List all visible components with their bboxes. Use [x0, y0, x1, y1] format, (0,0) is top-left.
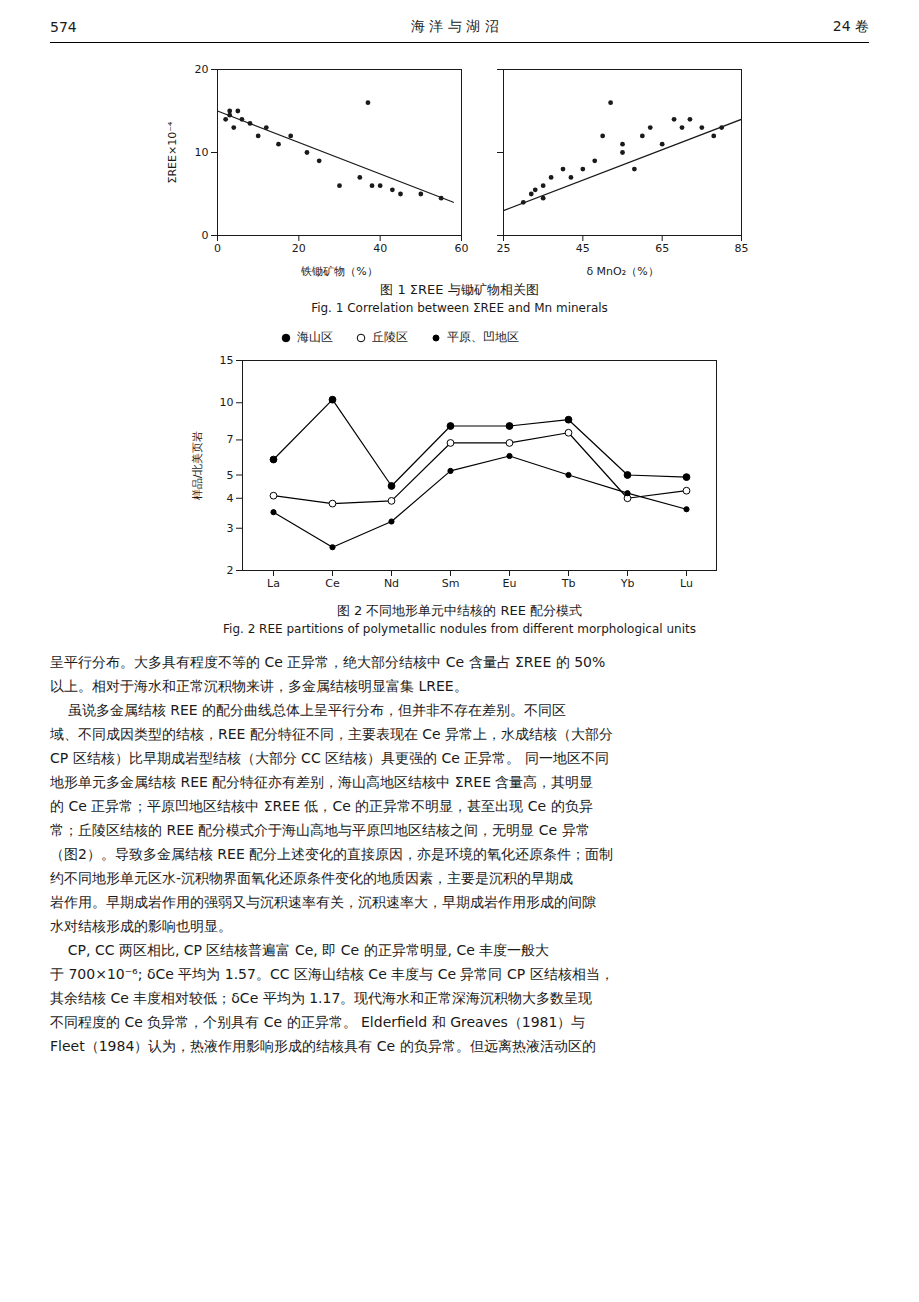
html-text:图 1 ΣREE 与锄矿物相关图: 图 1 ΣREE 与锄矿物相关图 — [380, 282, 539, 297]
svg-text:Eu: Eu — [502, 577, 516, 590]
html-text:海 洋 与 湖 沼: 海 洋 与 湖 沼 — [410, 18, 499, 34]
html-text:平原、凹地区: 平原、凹地区 — [447, 330, 519, 344]
svg-text:4: 4 — [226, 492, 233, 505]
svg-text:20: 20 — [291, 242, 305, 255]
html-text:以上。相对于海水和正常沉积物来讲，多金属结核明显富集 LRE: 以上。相对于海水和正常沉积物来讲，多金属结核明显富集 LREE。 — [50, 678, 468, 694]
html-text:Fig. 1 Correlation between ΣRE: Fig. 1 Correlation between ΣREE and Mn m… — [311, 301, 608, 315]
svg-text:0: 0 — [214, 242, 221, 255]
html-text:于 700×10⁻⁶; δCe 平均为 1.57。CC 区海: 于 700×10⁻⁶; δCe 平均为 1.57。CC 区海山结核 Ce 丰度与… — [50, 966, 614, 982]
svg-text:85: 85 — [734, 242, 748, 255]
svg-text:15: 15 — [219, 354, 233, 367]
svg-text:2: 2 — [226, 564, 233, 577]
html-text:574: 574 — [50, 19, 77, 35]
svg-text:Ce: Ce — [325, 577, 340, 590]
svg-text:Nd: Nd — [383, 577, 398, 590]
svg-text:ΣREE×10⁻⁴: ΣREE×10⁻⁴ — [166, 121, 179, 184]
html-text:地形单元多金属结核 REE 配分特征亦有差别，海山高地区结核: 地形单元多金属结核 REE 配分特征亦有差别，海山高地区结核中 ΣREE 含量高… — [50, 774, 594, 790]
svg-text:Yb: Yb — [619, 577, 634, 590]
svg-text:25: 25 — [496, 242, 510, 255]
html-text:其余结核 Ce 丰度相对较低；δCe 平均为 1.17。现代: 其余结核 Ce 丰度相对较低；δCe 平均为 1.17。现代海水和正常深海沉积物… — [50, 990, 593, 1006]
svg-text:3: 3 — [226, 522, 233, 535]
html-text:域、不同成因类型的结核，REE 配分特征不同，主要表现在 C: 域、不同成因类型的结核，REE 配分特征不同，主要表现在 Ce 异常上，水成结核… — [50, 726, 614, 742]
svg-text:La: La — [267, 577, 280, 590]
svg-text:10: 10 — [219, 396, 233, 409]
svg-text:0: 0 — [201, 229, 208, 242]
svg-text:Lu: Lu — [680, 577, 693, 590]
html-text:（图2）。导致多金属结核 REE 配分上述变化的直接原因，亦: （图2）。导致多金属结核 REE 配分上述变化的直接原因，亦是环境的氧化还原条件… — [50, 846, 614, 862]
svg-text:铁锄矿物（%）: 铁锄矿物（%） — [300, 265, 377, 278]
svg-text:65: 65 — [655, 242, 669, 255]
html-text:不同程度的 Ce 负异常，个别具有 Ce 的正异常。 Eld: 不同程度的 Ce 负异常，个别具有 Ce 的正异常。 Elderfield 和 … — [50, 1014, 586, 1030]
svg-text:样品/北美页岩: 样品/北美页岩 — [191, 431, 204, 501]
svg-text:40: 40 — [373, 242, 387, 255]
svg-text:45: 45 — [575, 242, 589, 255]
html-text:的 Ce 正异常；平原凹地区结核中 ΣREE 低，Ce 的正: 的 Ce 正异常；平原凹地区结核中 ΣREE 低，Ce 的正异常不明显，甚至出现… — [50, 798, 593, 814]
html-text:CP, CC 两区相比, CP 区结核普遍富 Ce, 即 C: CP, CC 两区相比, CP 区结核普遍富 Ce, 即 Ce 的正异常明显, … — [50, 942, 550, 958]
svg-text:7: 7 — [226, 433, 233, 446]
svg-text:60: 60 — [454, 242, 468, 255]
svg-text:10: 10 — [194, 146, 208, 159]
svg-text:20: 20 — [194, 63, 208, 76]
html-text:Fig. 2 REE partitions of polym: Fig. 2 REE partitions of polymetallic no… — [223, 622, 696, 636]
svg-text:Sm: Sm — [441, 577, 459, 590]
html-text:丘陵区: 丘陵区 — [372, 330, 408, 344]
svg-text:5: 5 — [226, 469, 233, 482]
html-text:24 卷: 24 卷 — [832, 18, 869, 34]
html-text:常；丘陵区结核的 REE 配分模式介于海山高地与平原凹地区结: 常；丘陵区结核的 REE 配分模式介于海山高地与平原凹地区结核之间，无明显 Ce… — [50, 822, 590, 838]
html-text:岩作用。早期成岩作用的强弱又与沉积速率有关，沉积速率大，早期: 岩作用。早期成岩作用的强弱又与沉积速率有关，沉积速率大，早期成岩作用形成的间隙 — [50, 894, 596, 910]
svg-text:Tb: Tb — [560, 577, 575, 590]
html-text:呈平行分布。大多具有程度不等的 Ce 正异常，绝大部分结核中: 呈平行分布。大多具有程度不等的 Ce 正异常，绝大部分结核中 Ce 含量占 ΣR… — [50, 654, 606, 670]
html-text:图 2 不同地形单元中结核的 REE 配分模式: 图 2 不同地形单元中结核的 REE 配分模式 — [336, 603, 583, 618]
svg-text:δ MnO₂（%）: δ MnO₂（%） — [586, 265, 658, 278]
html-text:约不同地形单元区水-沉积物界面氧化还原条件变化的地质因素，主: 约不同地形单元区水-沉积物界面氧化还原条件变化的地质因素，主要是沉积的早期成 — [50, 870, 574, 886]
html-text:CP 区结核）比早期成岩型结核（大部分 CC 区结核）具更强: CP 区结核）比早期成岩型结核（大部分 CC 区结核）具更强的 Ce 正异常。 … — [50, 750, 609, 766]
html-text:海山区: 海山区 — [297, 330, 333, 344]
html-text:Fleet（1984）认为，热液作用影响形成的结核具有 Ce: Fleet（1984）认为，热液作用影响形成的结核具有 Ce 的负异常。但远离热… — [50, 1038, 596, 1054]
html-text:水对结核形成的影响也明显。: 水对结核形成的影响也明显。 — [50, 918, 232, 934]
html-text:虽说多金属结核 REE 的配分曲线总体上呈平行分布，但并非不: 虽说多金属结核 REE 的配分曲线总体上呈平行分布，但并非不存在差别。不同区 — [50, 702, 567, 718]
